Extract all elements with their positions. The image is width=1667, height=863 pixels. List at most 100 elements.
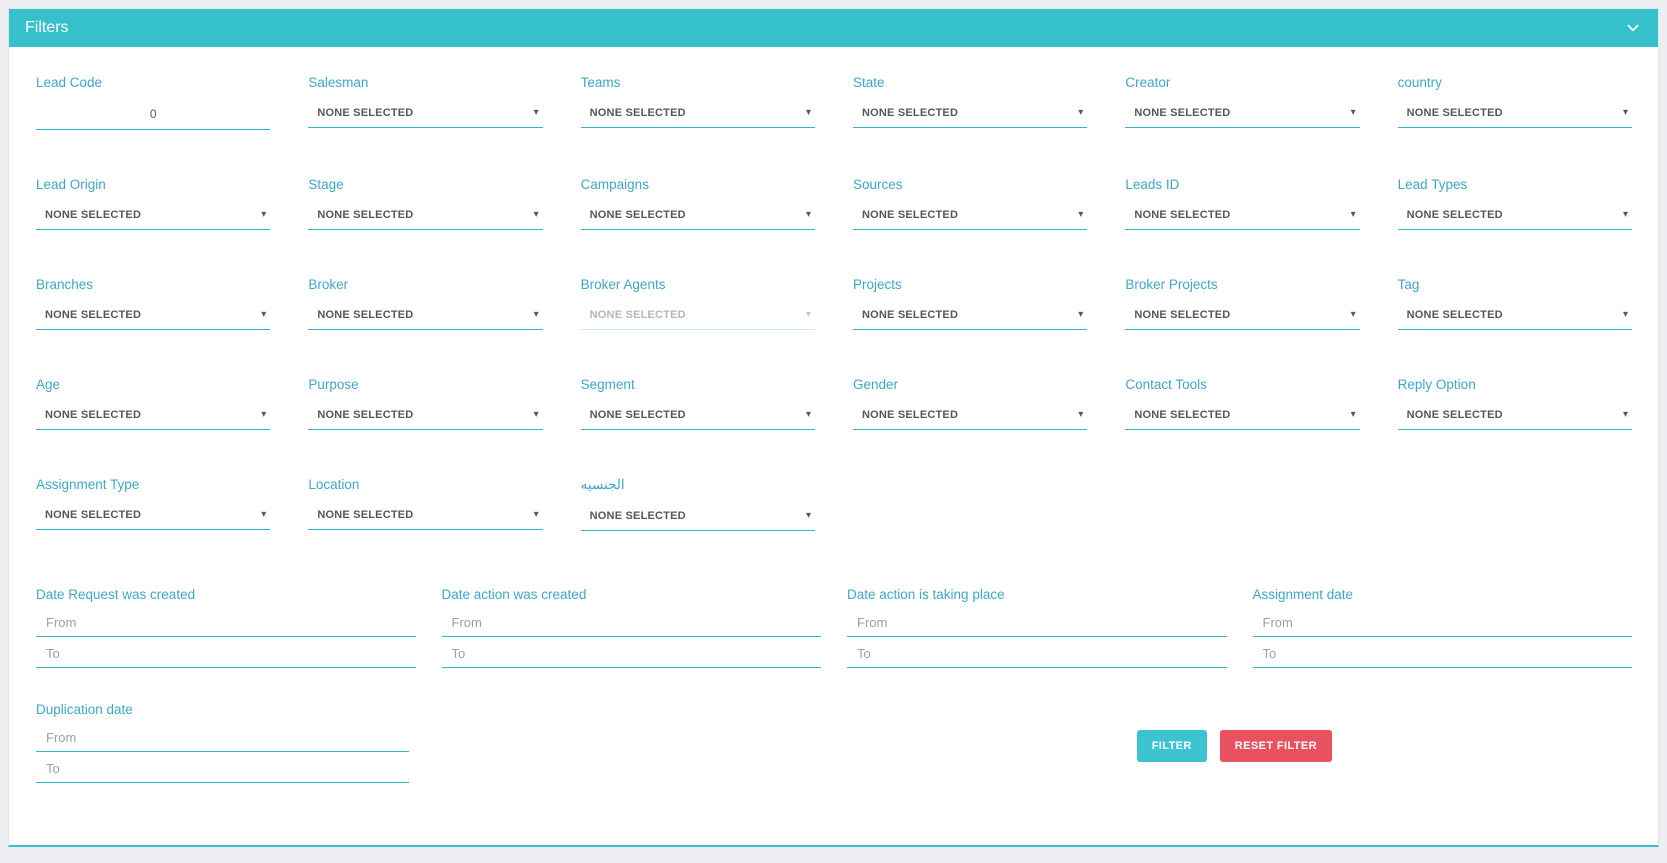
field-label: Date action was created [441,587,587,602]
caret-down-icon: ▾ [533,409,539,420]
field-label: Creator [1125,75,1171,90]
field-label: Leads ID [1125,177,1180,192]
select-value: NONE SELECTED [317,309,414,321]
creator-select[interactable]: NONE SELECTED ▾ [1125,102,1360,128]
reset-filter-button[interactable]: RESET FILTER [1219,730,1332,762]
teams-select[interactable]: NONE SELECTED ▾ [580,102,815,128]
caret-down-icon: ▾ [1622,309,1628,320]
select-value: NONE SELECTED [317,107,414,119]
select-value: NONE SELECTED [45,409,142,421]
caret-down-icon: ▾ [533,107,539,118]
date-filter-action-created: Date action was created [441,587,821,668]
filter-field-campaigns: Campaigns NONE SELECTED ▾ [580,177,815,230]
caret-down-icon: ▾ [1622,107,1628,118]
date-request-created-to-input[interactable] [36,637,416,668]
date-filter-request-created: Date Request was created [36,587,416,668]
location-select[interactable]: NONE SELECTED ▾ [308,504,543,530]
filter-field-salesman: Salesman NONE SELECTED ▾ [308,75,543,130]
filter-field-age: Age NONE SELECTED ▾ [36,377,271,430]
select-value: NONE SELECTED [861,209,959,221]
age-select[interactable]: NONE SELECTED ▾ [36,404,271,430]
field-label: Branches [36,277,94,292]
lead-code-input[interactable] [36,102,271,130]
duplication-date-to-input[interactable] [36,752,409,783]
field-label: Assignment Type [36,477,140,492]
lead-origin-select[interactable]: NONE SELECTED ▾ [36,204,271,230]
caret-down-icon: ▾ [1078,409,1084,420]
broker-projects-select[interactable]: NONE SELECTED ▾ [1125,304,1360,330]
stage-select[interactable]: NONE SELECTED ▾ [308,204,543,230]
broker-select[interactable]: NONE SELECTED ▾ [308,304,543,330]
bottom-row: Duplication date FILTER RESET FILTER [9,668,1658,823]
field-label: Contact Tools [1125,377,1207,392]
select-value: NONE SELECTED [45,509,142,521]
date-action-taking-place-to-input[interactable] [847,637,1227,668]
select-value: NONE SELECTED [1406,209,1503,221]
field-label: Gender [852,377,899,392]
field-label: Broker Projects [1125,277,1218,292]
state-select[interactable]: NONE SELECTED ▾ [852,102,1088,128]
field-label: Projects [852,277,902,292]
field-label: Reply Option [1397,377,1476,392]
select-value: NONE SELECTED [1134,107,1231,119]
select-value: NONE SELECTED [45,209,142,221]
field-label: Age [36,377,61,392]
date-action-created-from-input[interactable] [441,606,821,637]
field-label: Purpose [308,377,359,392]
filter-field-reply-option: Reply Option NONE SELECTED ▾ [1397,377,1632,430]
filter-field-projects: Projects NONE SELECTED ▾ [852,277,1088,330]
filter-field-creator: Creator NONE SELECTED ▾ [1125,75,1360,130]
lead-types-select[interactable]: NONE SELECTED ▾ [1397,204,1632,230]
leads-id-select[interactable]: NONE SELECTED ▾ [1125,204,1360,230]
filters-panel: Filters Lead Code Salesman NONE SELECTED… [8,8,1659,847]
filters-panel-header[interactable]: Filters [9,9,1658,47]
date-filter-action-taking-place: Date action is taking place [847,587,1227,668]
filter-field-nationality: الجنسيه NONE SELECTED ▾ [580,477,815,531]
field-label: Date Request was created [36,587,196,602]
field-label: Date action is taking place [847,587,1005,602]
salesman-select[interactable]: NONE SELECTED ▾ [308,102,543,128]
branches-select[interactable]: NONE SELECTED ▾ [36,304,271,330]
assignment-date-from-input[interactable] [1252,606,1632,637]
date-filter-grid: Date Request was created Date action was… [9,531,1658,668]
field-label: Sources [852,177,903,192]
caret-down-icon: ▾ [805,107,811,118]
contact-tools-select[interactable]: NONE SELECTED ▾ [1125,404,1360,430]
field-label: Lead Code [36,75,103,90]
segment-select[interactable]: NONE SELECTED ▾ [580,404,815,430]
select-value: NONE SELECTED [1134,209,1231,221]
campaigns-select[interactable]: NONE SELECTED ▾ [580,204,815,230]
filter-field-leads-id: Leads ID NONE SELECTED ▾ [1125,177,1360,230]
filter-grid: Lead Code Salesman NONE SELECTED ▾ Teams… [9,47,1658,531]
tag-select[interactable]: NONE SELECTED ▾ [1397,304,1632,330]
caret-down-icon: ▾ [1350,107,1356,118]
select-value: NONE SELECTED [861,309,959,321]
filter-button[interactable]: FILTER [1136,730,1207,762]
select-value: NONE SELECTED [861,409,959,421]
date-action-taking-place-from-input[interactable] [847,606,1227,637]
projects-select[interactable]: NONE SELECTED ▾ [852,304,1088,330]
caret-down-icon: ▾ [1078,209,1084,220]
gender-select[interactable]: NONE SELECTED ▾ [852,404,1088,430]
filter-field-assignment-type: Assignment Type NONE SELECTED ▾ [36,477,271,531]
filter-actions: FILTER RESET FILTER [1136,702,1332,762]
country-select[interactable]: NONE SELECTED ▾ [1397,102,1632,128]
caret-down-icon: ▾ [805,209,811,220]
assignment-type-select[interactable]: NONE SELECTED ▾ [36,504,271,530]
chevron-down-icon[interactable] [1624,19,1642,37]
field-label: Location [308,477,360,492]
nationality-select[interactable]: NONE SELECTED ▾ [580,505,815,531]
filter-field-gender: Gender NONE SELECTED ▾ [852,377,1088,430]
field-label: الجنسيه [580,477,625,492]
duplication-date-from-input[interactable] [36,721,409,752]
assignment-date-to-input[interactable] [1252,637,1632,668]
field-label: State [852,75,885,90]
date-request-created-from-input[interactable] [36,606,416,637]
purpose-select[interactable]: NONE SELECTED ▾ [308,404,543,430]
reply-option-select[interactable]: NONE SELECTED ▾ [1397,404,1632,430]
sources-select[interactable]: NONE SELECTED ▾ [852,204,1088,230]
date-action-created-to-input[interactable] [441,637,821,668]
filter-field-tag: Tag NONE SELECTED ▾ [1397,277,1632,330]
field-label: Tag [1397,277,1420,292]
field-label: Assignment date [1252,587,1354,602]
